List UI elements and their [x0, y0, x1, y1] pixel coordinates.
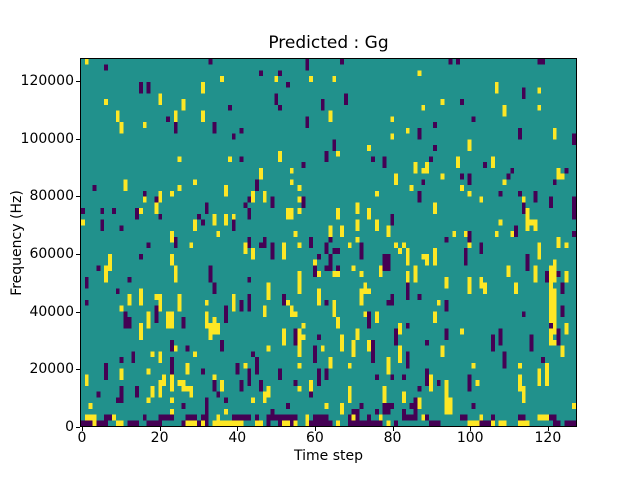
y-tick-mark	[76, 138, 80, 140]
y-tick-label: 100000	[20, 130, 74, 147]
x-axis-label: Time step	[294, 448, 363, 464]
chart-title: Predicted : Gg	[268, 33, 389, 53]
x-tick-label: 120	[534, 430, 562, 446]
y-tick-mark	[76, 427, 80, 428]
x-tick-label: 0	[77, 430, 87, 446]
y-tick-label: 40000	[29, 303, 74, 320]
x-tick-mark	[547, 427, 549, 431]
x-tick-mark	[81, 427, 83, 431]
y-tick-mark	[76, 81, 80, 83]
y-tick-label: 60000	[29, 246, 74, 263]
x-tick-mark	[470, 427, 472, 431]
y-tick-label: 20000	[29, 361, 74, 378]
y-tick-mark	[76, 196, 80, 198]
y-tick-label: 120000	[20, 73, 74, 90]
x-tick-label: 80	[383, 430, 402, 446]
heatmap-image	[81, 59, 576, 426]
y-tick-mark	[76, 311, 80, 313]
y-tick-label: 80000	[29, 188, 74, 205]
x-tick-mark	[159, 427, 161, 431]
x-tick-label: 40	[228, 430, 247, 446]
y-axis-label: Frequency (Hz)	[9, 190, 25, 296]
plot-area	[80, 58, 577, 427]
x-tick-label: 60	[305, 430, 324, 446]
x-tick-mark	[392, 427, 394, 431]
x-tick-label: 100	[456, 430, 484, 446]
x-tick-mark	[314, 427, 316, 431]
y-tick-mark	[76, 254, 80, 256]
x-tick-label: 20	[150, 430, 169, 446]
y-tick-label: 0	[65, 419, 74, 435]
x-tick-mark	[237, 427, 239, 431]
y-tick-mark	[76, 369, 80, 371]
